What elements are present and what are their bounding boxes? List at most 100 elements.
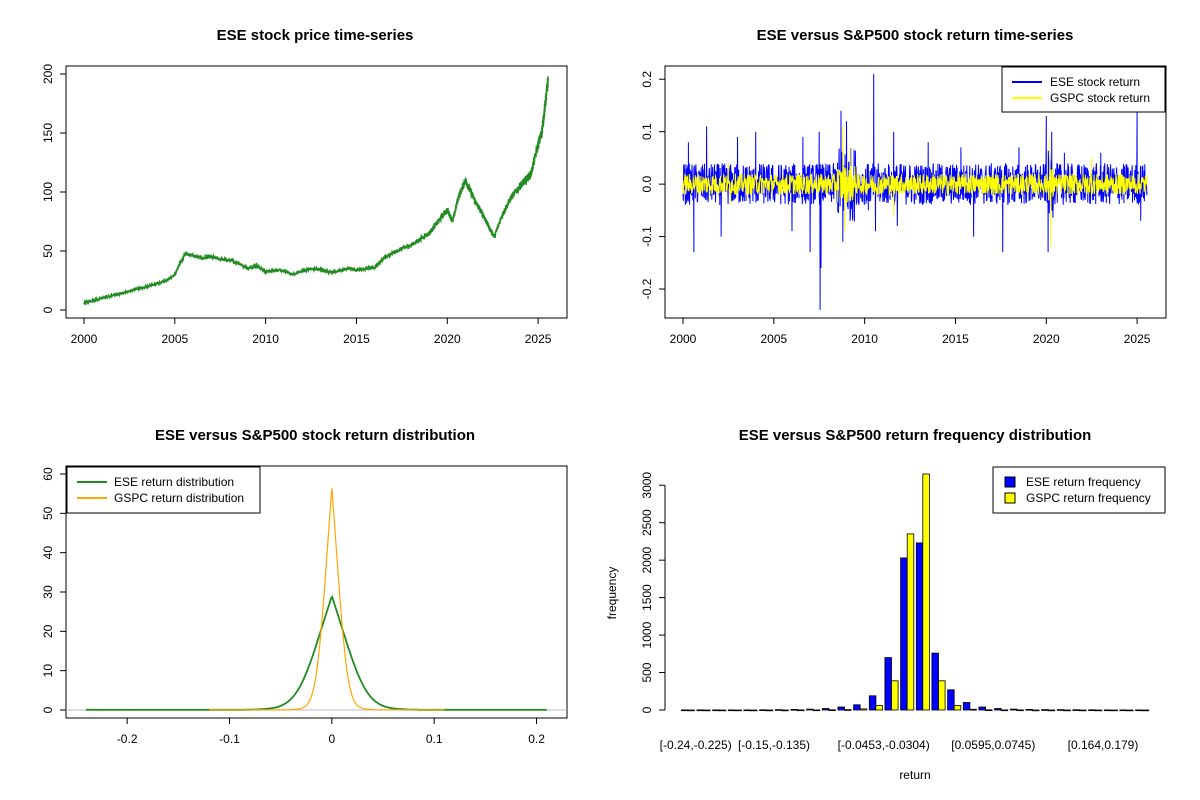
chart3-ytick-label: 10 (41, 664, 55, 678)
chart4-plot: 0 500 1000 1500 2000 2500 3000 [-0.24,-0.225) [-… (640, 466, 1166, 752)
chart4-bar-ese (962, 702, 971, 711)
chart1-xtick-label: 2005 (161, 332, 188, 346)
chart4-bar-ese (1041, 709, 1049, 711)
chart4-bar-ese (1119, 709, 1127, 712)
chart4-legend-swatch (1004, 492, 1016, 504)
chart4-bar-gspc (985, 709, 993, 711)
chart4-bar-ese (1103, 709, 1112, 712)
chart4-bar-gspc (969, 708, 977, 711)
chart4-bar-ese (727, 709, 736, 712)
chart4-bar-ese (978, 706, 986, 711)
chart4-bar-gspc (765, 709, 774, 712)
chart4-bar-gspc (1000, 709, 1009, 712)
chart4-bar-gspc (828, 709, 836, 711)
chart4-bar-ese (947, 689, 955, 711)
chart4-bar-gspc (1094, 709, 1103, 712)
chart4-bar-ese (712, 709, 720, 712)
chart4-ytick-label: 0 (640, 706, 654, 713)
chart1-ytick-label: 200 (41, 64, 55, 84)
chart4-ytick-label: 2000 (640, 546, 654, 573)
chart4-bar-gspc (1047, 709, 1056, 712)
chart4-bar-ese (900, 557, 908, 711)
chart4-bar-gspc (859, 708, 868, 711)
chart1-ytick-label: 100 (41, 182, 55, 202)
chart4-bar-gspc (1110, 709, 1118, 712)
chart4-bar-gspc (953, 705, 962, 711)
chart3-plot: -0.2 -0.1 0 0.1 0.2 0 10 20 30 40 50 60 ESE return d… (41, 465, 568, 746)
chart4-xtick-label: [-0.24,-0.225) (660, 738, 732, 752)
chart4-bar-ese (837, 706, 845, 711)
chart4-bar-gspc (1079, 709, 1087, 712)
chart2-title: ESE versus S&P500 stock return time-seri… (757, 27, 1074, 44)
chart4-title: ESE versus S&P500 return frequency distr… (739, 427, 1092, 444)
chart3-series-line-ese (86, 595, 547, 711)
chart3-ytick-label: 30 (41, 585, 55, 599)
chart1-ytick-label: 150 (41, 123, 55, 143)
chart4-bar-gspc (1032, 709, 1040, 712)
chart4-legend-swatch (1004, 476, 1016, 488)
chart4-bar-ese (884, 657, 892, 711)
chart4-bar-gspc (703, 709, 711, 712)
chart4-bar-ese (806, 708, 814, 711)
chart2-legend-box (1001, 66, 1166, 113)
chart3-series-line-gspc (209, 488, 445, 711)
chart1-xtick-label: 2000 (71, 332, 98, 346)
chart4-bar-gspc (1016, 709, 1024, 712)
chart4-bar-gspc (781, 709, 789, 712)
chart2-plot: 2000 2005 2010 2015 2020 2025 -0.2 -0.1 0.0 0.1 0.… (640, 65, 1167, 346)
chart2-xtick-label: 2005 (760, 332, 787, 346)
chart4-bar-ese (1056, 709, 1065, 711)
chart3-ytick-label: 40 (41, 546, 55, 560)
chart4-bar-ese (915, 542, 924, 711)
chart4-bar-gspc (1126, 709, 1134, 712)
chart4-bar-ese (931, 652, 939, 711)
chart4-bar-ese (790, 709, 798, 711)
chart2-xtick-label: 2015 (942, 332, 969, 346)
chart4-bar-gspc (844, 709, 852, 711)
chart4-bar-gspc (875, 705, 883, 711)
chart4-bar-gspc (906, 533, 915, 711)
chart4-bar-gspc (687, 709, 695, 712)
chart3-xtick-label: -0.2 (117, 732, 138, 746)
chart2-legend: ESE stock return GSPC stock return (1001, 66, 1166, 113)
chart4-bar-ese (680, 709, 689, 712)
chart2-frame (664, 65, 1167, 319)
chart4-legend-box (992, 466, 1166, 514)
chart4-ytick-label: 1000 (640, 621, 654, 648)
chart4-ytick-label: 1500 (640, 584, 654, 611)
chart4-bar-ese (1009, 708, 1018, 711)
chart4-xtick-label: [0.0595,0.0745) (951, 738, 1035, 752)
chart2-series-line-gspc (682, 126, 1148, 248)
chart4-bar-gspc (1141, 709, 1150, 712)
chart1-plot: 2000 2005 2010 2015 2020 2025 0 50 100 150 200 (41, 64, 568, 346)
chart4-bar-gspc (891, 680, 899, 711)
chart4-xtick-label: [-0.15,-0.135) (738, 738, 810, 752)
chart1-xtick-label: 2025 (525, 332, 552, 346)
chart1-ytick-label: 0 (41, 306, 55, 313)
chart3-legend-label: ESE return distribution (114, 475, 234, 489)
chart3-legend: ESE return distribution GSPC return distr… (66, 466, 261, 514)
chart4-bar-ese (853, 704, 861, 711)
chart3-title: ESE versus S&P500 stock return distribut… (155, 427, 475, 444)
chart4-bar-gspc (797, 709, 805, 712)
chart2-legend-label: GSPC stock return (1050, 91, 1150, 105)
chart4-bar-ese (1072, 709, 1080, 711)
chart3-xtick-label: 0.1 (426, 732, 443, 746)
chart3-legend-label: GSPC return distribution (114, 491, 244, 505)
chart4-xtick-label: [-0.0453,-0.0304) (838, 738, 930, 752)
chart4-bar-gspc (718, 709, 727, 712)
chart3-xtick-label: 0.2 (528, 732, 545, 746)
chart3-ytick-label: 60 (41, 467, 55, 481)
chart2-ytick-label: -0.1 (640, 226, 654, 247)
chart4-xtick-label: [0.164,0.179) (1068, 738, 1139, 752)
chart4-bar-gspc (750, 709, 758, 712)
chart3-ytick-label: 50 (41, 506, 55, 520)
chart4-bar-ese (743, 709, 751, 712)
chart3-ytick-label: 0 (41, 706, 55, 713)
chart2-xtick-label: 2010 (851, 332, 878, 346)
chart3-xtick-label: -0.1 (219, 732, 240, 746)
chart4-xlabel: return (899, 768, 930, 782)
chart1-ytick-label: 50 (41, 244, 55, 258)
chart1-xtick-label: 2010 (252, 332, 279, 346)
chart2-ytick-label: 0.1 (640, 123, 654, 140)
